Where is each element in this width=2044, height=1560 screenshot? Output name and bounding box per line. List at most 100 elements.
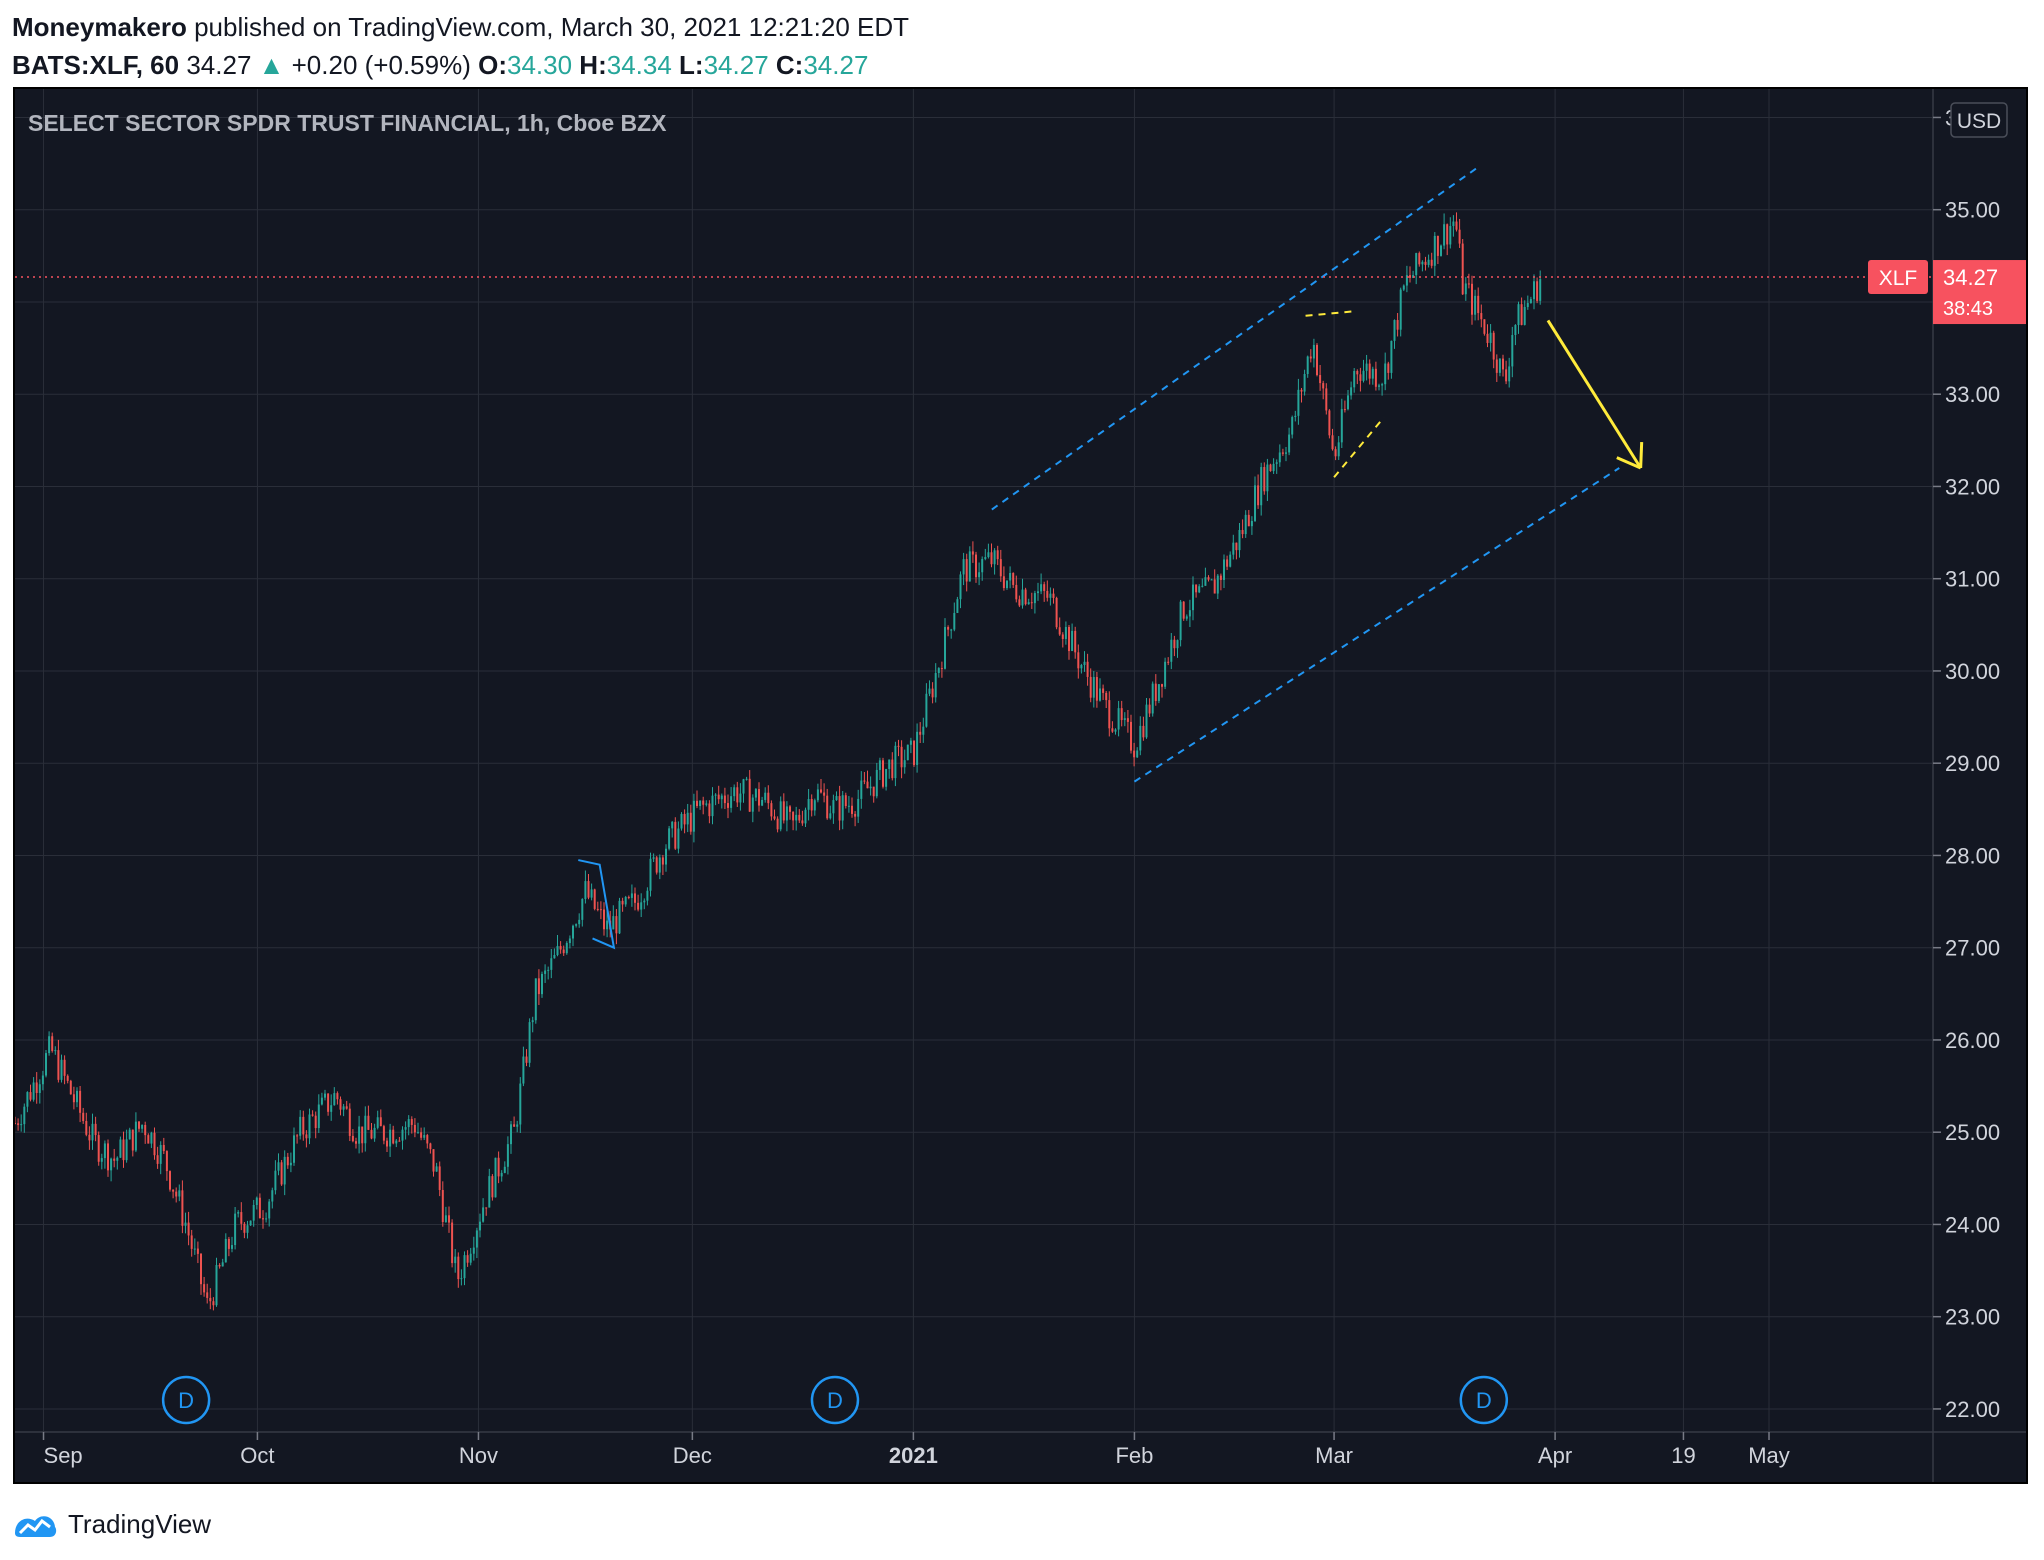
forecast-arrow-head [1616,456,1642,470]
candle-up [1083,661,1086,666]
author-name[interactable]: Moneymakero [12,12,187,42]
candle-up [1347,395,1349,410]
candle-down [262,1218,264,1220]
candle-up [928,688,931,694]
candle-down [355,1141,357,1144]
candle-up [1427,259,1430,265]
candle-up [1254,485,1256,521]
candle-up [1037,591,1039,594]
candle-down [708,803,711,817]
candle-up [1164,661,1167,687]
dividend-marker[interactable]: D [1459,1375,1509,1425]
candle-up [742,779,745,794]
currency-button[interactable]: USD [1950,102,2008,138]
candle-down [311,1114,314,1116]
dividend-circle [161,1375,211,1425]
candle-up [1353,370,1356,388]
candle-up [646,890,649,901]
candle-down [314,1115,317,1129]
candle-down [79,1090,82,1113]
candle-down [1130,721,1132,751]
candle-down [1089,676,1092,698]
candle-down [97,1135,100,1162]
candle-up [1474,295,1477,315]
tradingview-logo-icon[interactable] [12,1507,58,1541]
candle-up [981,559,984,573]
candle-down [438,1166,441,1191]
candle-up [1157,684,1160,701]
dividend-marker[interactable]: D [161,1375,211,1425]
candle-up [1198,586,1201,593]
candle-down [1120,708,1123,721]
candle-down [621,900,624,905]
symbol-interval[interactable]: BATS:XLF, 60 [12,50,180,80]
candle-up [215,1265,218,1306]
candle-down [382,1126,385,1141]
chart-frame[interactable]: DDD 36.0035.0034.0033.0032.0031.0030.002… [13,87,2028,1484]
candle-up [885,768,888,787]
candle-down [227,1238,230,1249]
candle-up [1244,514,1247,535]
candle-down [413,1124,416,1133]
candle-up [565,943,568,954]
candle-down [854,813,857,817]
candle-down [792,811,795,821]
publish-header: Moneymakero published on TradingView.com… [12,8,909,84]
candle-down [1467,283,1470,285]
candle-down [1086,661,1089,677]
candle-down [1074,630,1077,653]
footer-brand[interactable]: TradingView [68,1508,212,1539]
candle-up [813,800,816,811]
candle-up [816,789,819,801]
candle-down [1495,359,1498,373]
candle-down [1235,542,1238,551]
candle-down [1387,363,1390,373]
candle-up [1266,464,1269,492]
candle-up [962,559,965,575]
candle-up [578,919,581,925]
candle-down [348,1108,351,1136]
candle-up [720,795,723,800]
candle-down [1502,358,1504,370]
dividend-label: D [178,1388,194,1413]
candle-up [618,900,621,934]
candle-up [1139,725,1142,751]
candle-up [479,1221,481,1231]
candle-up [274,1170,277,1191]
candle-up [894,745,897,779]
candle-up [1006,580,1008,589]
candle-down [1095,677,1098,701]
candle-up [944,627,946,669]
last-price-tag: XLF 34.27 38:43 [1868,260,2026,325]
price-tick-label: 31.00 [1945,567,2000,592]
candle-up [358,1126,361,1144]
candle-down [599,909,602,911]
candle-down [1173,639,1176,649]
chart-title: SELECT SECTOR SPDR TRUST FINANCIAL, 1h, … [28,110,667,136]
candle-down [441,1190,444,1223]
candle-up [1049,593,1052,598]
candle-up [878,760,881,770]
candle-up [389,1129,392,1147]
candle-down [1068,626,1070,652]
candle-up [733,787,736,797]
candle-up [807,798,810,810]
candle-down [497,1157,500,1177]
price-chart[interactable]: DDD 36.0035.0034.0033.0032.0031.0030.002… [14,89,2026,1482]
candle-down [203,1284,206,1293]
candle-up [1278,452,1281,463]
candle-down [1102,688,1105,693]
candle-up [739,793,742,803]
candle-up [364,1115,367,1144]
dividend-marker[interactable]: D [810,1375,860,1425]
candle-down [727,803,729,808]
candle-up [714,794,717,796]
candle-up [1539,279,1542,301]
candle-down [1430,259,1433,266]
candle-up [925,693,928,727]
candle-down [153,1132,156,1156]
candle-up [795,814,798,821]
candle-down [798,814,801,821]
candle-up [590,889,593,898]
candle-up [1285,452,1287,454]
